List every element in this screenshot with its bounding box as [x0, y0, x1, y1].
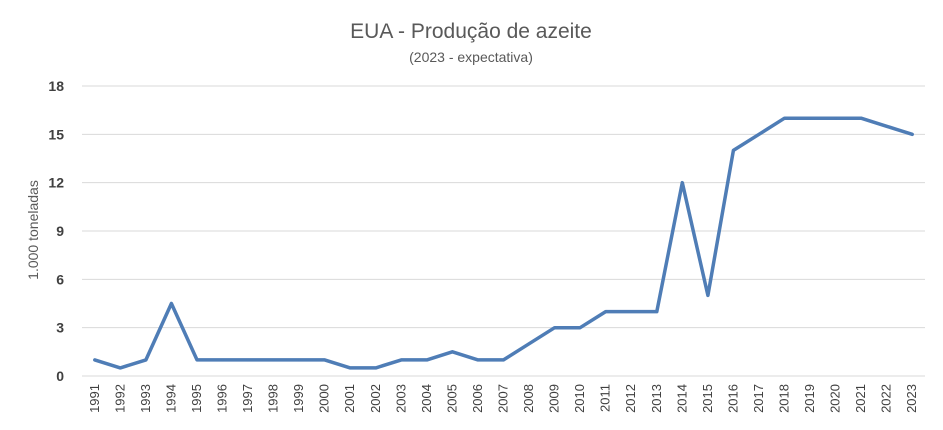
y-tick-label: 9	[56, 223, 64, 239]
data-point	[911, 133, 914, 136]
data-point	[195, 358, 199, 362]
y-tick-label: 18	[48, 78, 64, 94]
x-tick-label: 1993	[138, 384, 153, 413]
data-point	[451, 350, 454, 354]
data-point	[655, 310, 658, 313]
data-point	[170, 302, 173, 305]
x-tick-label: 2017	[751, 384, 766, 413]
x-tick-label: 2007	[496, 384, 511, 413]
y-tick-label: 0	[56, 368, 64, 384]
data-point	[732, 149, 735, 152]
data-point	[604, 310, 607, 313]
data-point	[246, 358, 250, 362]
x-tick-label: 2018	[777, 384, 792, 413]
x-tick-label: 2016	[725, 384, 740, 413]
data-point	[783, 117, 786, 120]
x-tick-label: 1992	[112, 384, 127, 413]
data-point	[323, 358, 326, 362]
data-point	[681, 181, 684, 184]
x-tick-label: 2004	[419, 384, 434, 413]
data-point	[297, 358, 301, 362]
x-tick-label: 2022	[879, 384, 894, 413]
x-tick-label: 2023	[904, 384, 919, 413]
data-point	[834, 117, 837, 120]
data-point	[502, 358, 505, 362]
series-line-0	[93, 116, 914, 370]
x-tick-label: 2001	[342, 384, 357, 413]
data-point	[859, 117, 863, 120]
x-tick-label: 2021	[853, 384, 868, 413]
data-point	[400, 358, 403, 362]
x-tick-label: 1999	[291, 384, 306, 413]
x-tick-label: 2000	[317, 384, 332, 413]
x-tick-label: 2012	[623, 384, 638, 413]
x-tick-labels: 1991 1992 1993 1994 1995 1996 1997 1998 1999 2000…	[87, 384, 919, 413]
x-tick-label: 2006	[470, 384, 485, 413]
data-point	[144, 358, 148, 362]
data-point	[93, 358, 96, 362]
x-tick-label: 2002	[368, 384, 383, 413]
x-tick-label: 1997	[240, 384, 255, 413]
x-tick-label: 2014	[674, 384, 689, 413]
y-axis-label: 1.000 toneladas	[25, 180, 41, 280]
x-tick-label: 1995	[189, 384, 204, 413]
chart-subtitle: (2023 - expectativa)	[409, 49, 533, 65]
x-tick-label: 1994	[163, 384, 178, 413]
x-tick-label: 1996	[215, 384, 230, 413]
data-point	[374, 366, 377, 370]
x-tick-label: 2005	[444, 384, 459, 413]
x-tick-label: 2015	[700, 384, 715, 413]
series-layer	[93, 116, 914, 370]
x-tick-label: 2008	[521, 384, 536, 413]
data-point	[349, 366, 352, 370]
data-point	[757, 133, 761, 136]
y-tick-labels: 0 3 6 9 12 15 18	[48, 78, 64, 384]
data-point	[476, 358, 480, 362]
data-point	[119, 366, 122, 370]
y-tick-label: 12	[48, 175, 64, 191]
data-point	[578, 326, 582, 329]
data-point	[706, 294, 710, 297]
y-tick-label: 6	[56, 271, 64, 287]
y-tick-label: 15	[48, 126, 64, 142]
x-tick-label: 2003	[393, 384, 408, 413]
data-point	[272, 358, 275, 362]
x-tick-label: 2011	[598, 384, 613, 412]
x-tick-label: 2019	[802, 384, 817, 413]
data-point	[425, 358, 429, 362]
x-tick-label: 2010	[572, 384, 587, 413]
data-point	[221, 358, 224, 362]
chart-title: EUA - Produção de azeite	[350, 20, 592, 43]
data-point	[630, 310, 633, 313]
data-point	[808, 117, 812, 120]
x-tick-label: 2009	[547, 384, 562, 413]
grid-layer	[82, 85, 925, 377]
x-tick-label: 1998	[266, 384, 281, 413]
x-tick-label: 1991	[87, 384, 102, 413]
data-point	[885, 125, 888, 128]
data-point	[527, 342, 531, 345]
x-tick-label: 2020	[828, 384, 843, 413]
data-point	[553, 326, 556, 329]
x-tick-label: 2013	[649, 384, 664, 413]
y-tick-label: 3	[56, 320, 64, 336]
